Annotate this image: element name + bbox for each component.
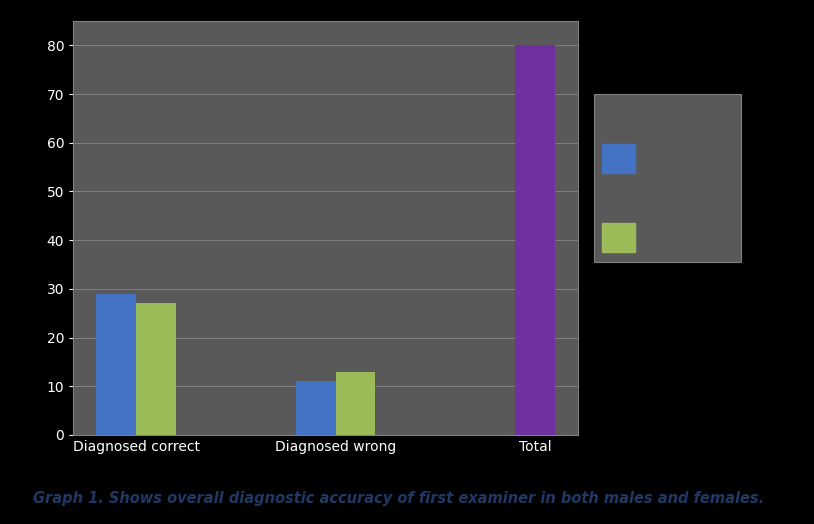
Bar: [515, 45, 555, 435]
Bar: [295, 381, 335, 435]
Text: Graph 1. Shows overall diagnostic accuracy of first examiner in both males and f: Graph 1. Shows overall diagnostic accura…: [33, 491, 764, 506]
Bar: [335, 372, 375, 435]
Text: female: female: [643, 239, 691, 253]
Bar: [96, 293, 136, 435]
Text: Male: Male: [643, 161, 676, 174]
Bar: [136, 303, 176, 435]
